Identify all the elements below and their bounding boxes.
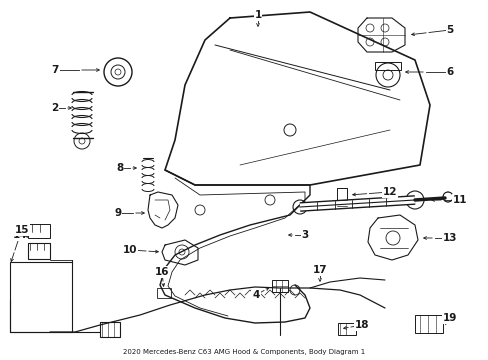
Text: 10: 10 (122, 245, 137, 255)
Bar (100, 322, 120, 337)
Text: 12: 12 (382, 187, 396, 197)
Circle shape (287, 128, 291, 132)
Circle shape (198, 208, 202, 212)
Text: 9: 9 (114, 208, 122, 218)
Text: 2020 Mercedes-Benz C63 AMG Hood & Components, Body Diagram 1: 2020 Mercedes-Benz C63 AMG Hood & Compon… (122, 349, 365, 355)
Bar (10, 262, 72, 332)
Text: 19: 19 (442, 313, 456, 323)
Bar (337, 323, 355, 335)
Circle shape (292, 288, 296, 292)
Bar (28, 224, 50, 238)
Text: 15: 15 (15, 225, 29, 235)
Text: 14: 14 (13, 230, 27, 240)
Text: 13: 13 (442, 233, 456, 243)
Bar (28, 243, 50, 259)
Circle shape (442, 192, 452, 202)
Text: 6: 6 (446, 67, 453, 77)
Text: 8: 8 (116, 163, 123, 173)
Text: 5: 5 (446, 25, 453, 35)
Bar (271, 280, 287, 292)
Bar (336, 188, 346, 206)
Bar (414, 315, 442, 333)
Text: 17: 17 (312, 265, 326, 275)
Circle shape (292, 200, 306, 214)
Text: 3: 3 (301, 230, 308, 240)
Text: 16: 16 (154, 267, 169, 277)
Circle shape (267, 198, 271, 202)
Bar (157, 288, 171, 298)
Text: 1: 1 (254, 10, 261, 20)
Text: 11: 11 (452, 195, 467, 205)
Text: 18: 18 (354, 320, 368, 330)
Text: 4: 4 (252, 290, 259, 300)
Text: 2: 2 (51, 103, 59, 113)
Text: 7: 7 (51, 65, 59, 75)
Bar (374, 62, 400, 70)
Circle shape (405, 191, 423, 209)
